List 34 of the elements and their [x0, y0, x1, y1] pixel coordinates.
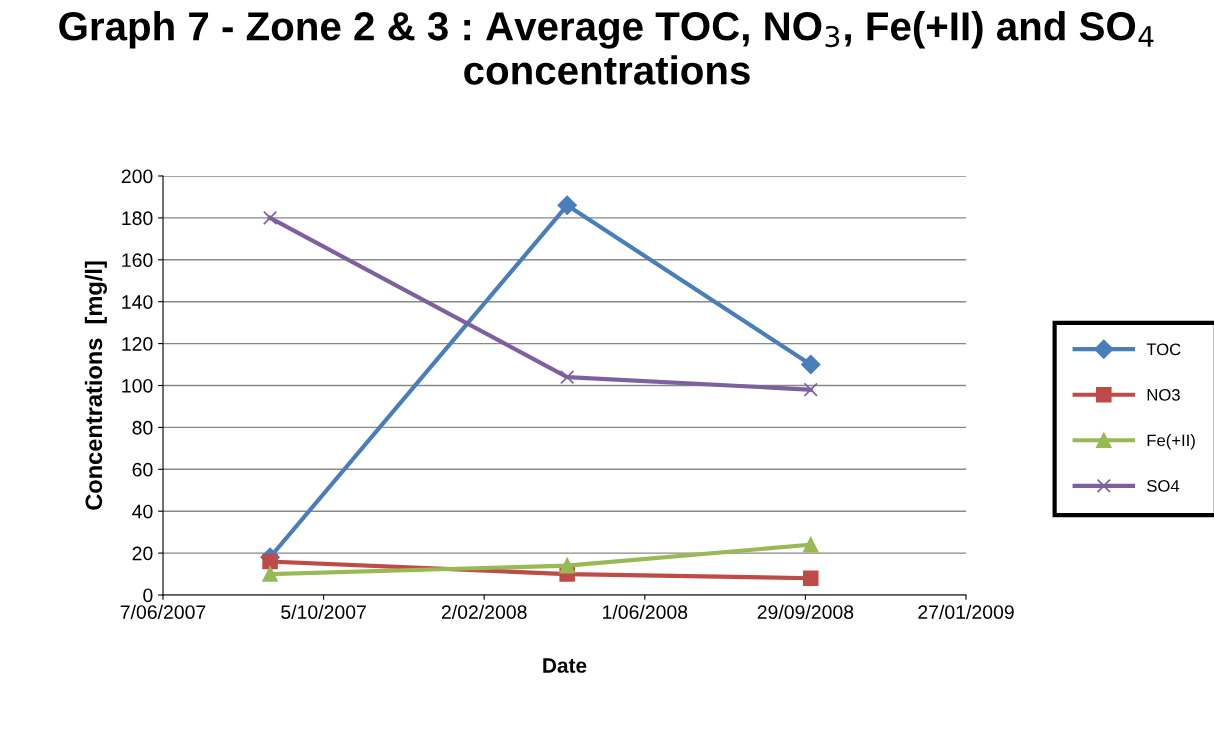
- point: [262, 566, 278, 582]
- y-tick-label: 0: [143, 588, 153, 603]
- point: [803, 382, 818, 397]
- point: [559, 557, 575, 574]
- chart-title: Graph 7 - Zone 2 & 3 : Average TOC, NO$_{3}$, Fe(+II) and SO$_{4}$ concentrations: [59, 11, 1154, 85]
- y-tick-label: 100: [122, 378, 153, 393]
- y-tick-label: 40: [132, 504, 153, 519]
- x-tick-label: 27/01/2009: [918, 604, 1014, 619]
- y-tick-label: 140: [122, 295, 153, 309]
- x-tick-label: 5/10/2007: [281, 604, 366, 619]
- legend-label: SO4: [1147, 480, 1180, 492]
- point: [802, 536, 819, 553]
- point: [802, 570, 819, 587]
- point: [560, 370, 575, 385]
- y-tick-label: 160: [122, 253, 153, 268]
- point: [262, 553, 278, 570]
- point: [557, 195, 577, 216]
- x-tick-label: 1/06/2008: [603, 604, 688, 619]
- legend-label: NO3: [1147, 388, 1180, 401]
- legend-label: Fe(+II): [1147, 434, 1195, 450]
- y-tick-label: 80: [132, 420, 153, 435]
- x-axis-title: Date: [543, 658, 587, 673]
- point: [262, 210, 278, 225]
- y-tick-label: 120: [122, 337, 153, 351]
- x-tick-label: 29/09/2008: [757, 604, 854, 619]
- x-tick-label: 7/06/2007: [120, 604, 206, 619]
- y-tick-label: 180: [122, 211, 153, 226]
- y-tick-label: 60: [132, 462, 153, 477]
- y-tick-label: 200: [121, 169, 153, 184]
- x-tick-label: 2/02/2008: [441, 604, 527, 619]
- point: [801, 354, 821, 375]
- y-axis-title: Concentrations [mg/l]: [84, 261, 107, 510]
- legend-label: TOC: [1146, 343, 1181, 356]
- y-tick-label: 20: [132, 546, 153, 561]
